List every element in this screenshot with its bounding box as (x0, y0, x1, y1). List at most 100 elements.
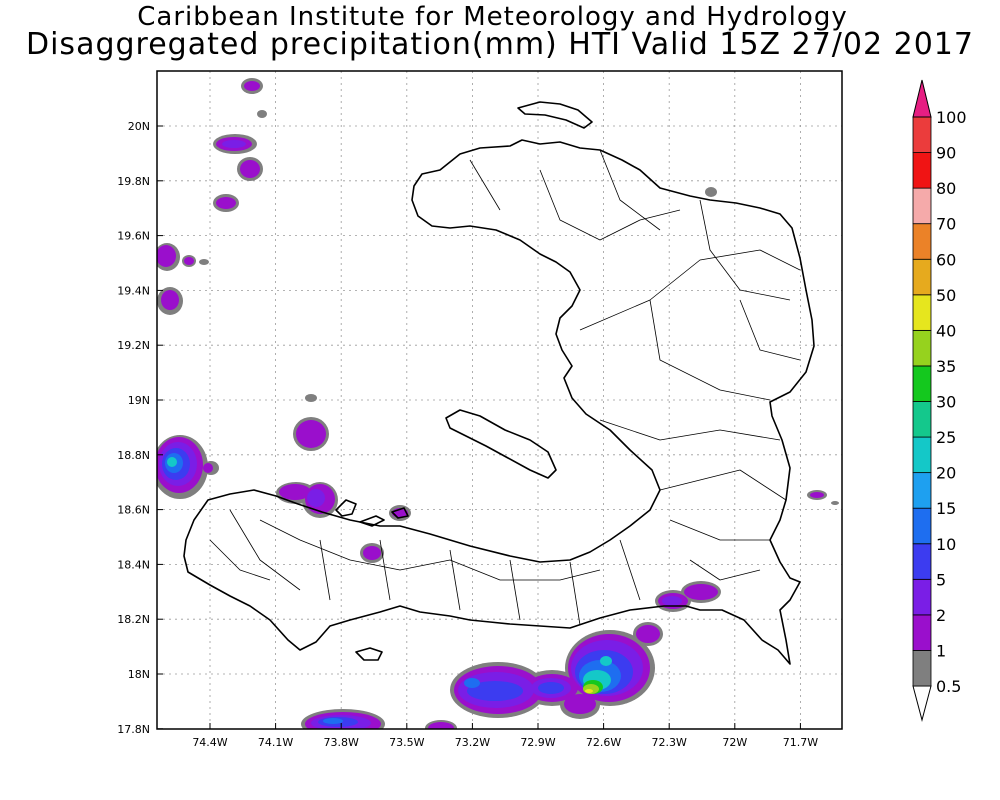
colorbar-label: 25 (936, 428, 956, 447)
colorbar-segment (912, 258, 932, 296)
colorbar-label: 70 (936, 215, 956, 234)
lon-tick-label: 72W (722, 736, 747, 749)
precip-area (564, 694, 596, 714)
precip-area (199, 259, 209, 265)
tortuga-island-outline (517, 101, 593, 129)
colorbar-bottom-arrow (912, 685, 932, 722)
colorbar-label: 40 (936, 321, 956, 340)
precip-area (307, 489, 325, 507)
colorbar-top-arrow (912, 79, 932, 118)
lon-tick-label: 73.5W (389, 736, 424, 749)
lat-tick-label: 19.8N (117, 175, 150, 188)
precip-area (464, 678, 480, 688)
colorbar-label: 15 (936, 499, 956, 518)
colorbar-segment (912, 365, 932, 402)
colorbar-segment (912, 543, 932, 580)
precip-area (363, 546, 381, 560)
precip-area (662, 596, 682, 606)
lon-tick-label: 73.8W (324, 736, 359, 749)
lon-tick-label: 72.3W (652, 736, 687, 749)
colorbar-segment (912, 223, 932, 260)
precip-area (184, 257, 194, 265)
colorbar-segment (912, 507, 932, 545)
precip-area (585, 689, 593, 693)
precip-area (240, 160, 260, 178)
small-island-outline (359, 515, 385, 527)
lat-tick-label: 19N (128, 394, 150, 407)
colorbar-segment (912, 650, 932, 687)
colorbar-segment (912, 614, 932, 651)
lat-tick-label: 19.6N (117, 230, 150, 243)
precip-area (467, 681, 523, 701)
colorbar-segment (912, 294, 932, 331)
chart-title-product: Disaggregated precipitation(mm) HTI Vali… (26, 27, 974, 62)
colorbar-label: 10 (936, 535, 956, 554)
precip-area (222, 140, 246, 148)
coastlines (183, 101, 815, 665)
precip-area (157, 245, 176, 267)
colorbar-label: 2 (936, 606, 946, 625)
precip-area (600, 656, 612, 666)
lat-tick-label: 18.8N (117, 449, 150, 462)
colorbar-label: 35 (936, 357, 956, 376)
colorbar-segment (912, 152, 932, 189)
map-grid (157, 71, 842, 729)
colorbar-label: 50 (936, 286, 956, 305)
precip-area (705, 187, 717, 197)
small-island-outline (335, 499, 357, 517)
precip-area (216, 197, 236, 209)
colorbar-label: 1 (936, 641, 946, 660)
lon-tick-label: 73.2W (455, 736, 490, 749)
precip-area (538, 682, 564, 694)
colorbar-segment (912, 472, 932, 509)
colorbar-label: 80 (936, 179, 956, 198)
colorbar-segment (912, 578, 932, 616)
precip-area (296, 420, 326, 448)
precip-area (279, 484, 311, 500)
lat-tick-label: 18.2N (117, 613, 150, 626)
precip-area (257, 110, 267, 118)
precip-area (636, 625, 660, 643)
lon-tick-label: 72.9W (520, 736, 555, 749)
haiti-mainland-outline (183, 139, 815, 665)
colorbar-segment (912, 329, 932, 367)
lat-tick-label: 18.4N (117, 558, 150, 571)
precip-area (203, 463, 213, 473)
admin-boundaries (209, 149, 801, 626)
lon-tick-label: 74.4W (192, 736, 227, 749)
colorbar-label: 100 (936, 108, 967, 127)
lat-tick-label: 18.6N (117, 504, 150, 517)
lon-tick-label: 74.1W (258, 736, 293, 749)
precip-area (810, 492, 824, 498)
colorbar-segment (912, 187, 932, 225)
lat-tick-label: 17.8N (117, 723, 150, 736)
latitude-axis: 20N 19.8N 19.6N 19.4N 19.2N 19N 18.8N 18.6N 18.4… (117, 120, 163, 736)
small-island-outline (391, 507, 409, 519)
colorbar-label: 90 (936, 144, 956, 163)
precip-area (305, 394, 317, 402)
precip-area (323, 718, 343, 724)
colorbar-label: 0.5 (936, 677, 961, 696)
colorbar-segment (912, 116, 932, 153)
colorbar-label: 20 (936, 464, 956, 483)
colorbar-label: 5 (936, 570, 946, 589)
colorbar-segment (912, 436, 932, 474)
ile-a-vache-outline (355, 647, 383, 661)
lat-tick-label: 20N (128, 120, 150, 133)
lat-tick-label: 19.2N (117, 339, 150, 352)
lat-tick-label: 18N (128, 668, 150, 681)
colorbar-label: 60 (936, 250, 956, 269)
precip-area (161, 290, 179, 310)
precip-area (167, 457, 177, 467)
lon-tick-label: 71.7W (783, 736, 818, 749)
precip-area (428, 722, 454, 729)
gonave-island-outline (445, 409, 557, 479)
precip-area (684, 584, 718, 600)
colorbar-label: 30 (936, 393, 956, 412)
lon-tick-label: 72.6W (586, 736, 621, 749)
precip-field (157, 78, 839, 729)
colorbar-segment (912, 401, 932, 438)
lat-tick-label: 19.4N (117, 284, 150, 297)
